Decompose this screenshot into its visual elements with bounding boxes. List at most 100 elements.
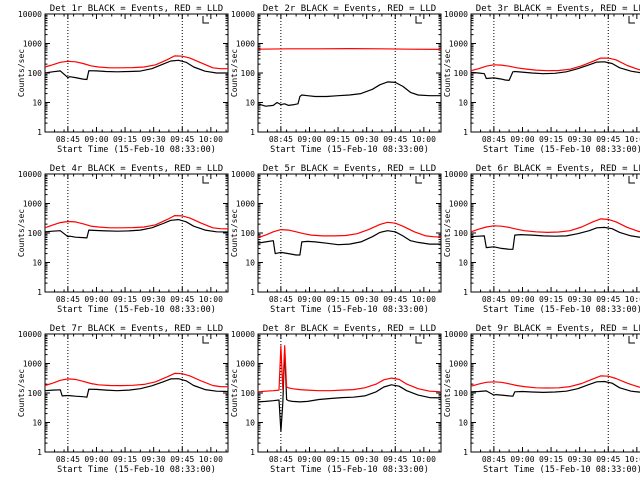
x-axis-label: Start Time (15-Feb-10 08:33:00) <box>483 465 640 475</box>
y-axis-label: Counts/sec <box>443 209 452 257</box>
y-tick-label: 10000 <box>231 330 255 339</box>
y-axis-label: Counts/sec <box>17 49 26 97</box>
x-tick-label: 09:15 <box>326 455 350 464</box>
series-lld-line <box>44 372 229 388</box>
corner-marker <box>202 336 209 344</box>
series-events-line <box>470 226 640 250</box>
x-tick-label: 09:45 <box>383 135 407 144</box>
y-tick-label: 1 <box>37 288 42 297</box>
panel-det-5r: Det 5r BLACK = Events, RED = LLD 1 10 100 10… <box>230 164 442 315</box>
y-tick-label: 10000 <box>18 330 42 339</box>
x-axis-label: Start Time (15-Feb-10 08:33:00) <box>270 305 429 315</box>
x-tick-label: 09:00 <box>510 135 534 144</box>
x-tick-label: 10:00 <box>625 455 640 464</box>
plot-frame <box>470 173 640 293</box>
corner-marker <box>628 336 635 344</box>
y-tick-label: 100 <box>241 229 256 238</box>
x-tick-label: 09:15 <box>113 135 137 144</box>
x-tick-label: 08:45 <box>56 135 80 144</box>
y-tick-label: 10 <box>32 99 42 108</box>
series-events-line <box>44 219 229 239</box>
series-lld-line <box>470 57 640 72</box>
series-lld-line <box>44 55 228 70</box>
corner-marker <box>415 336 422 344</box>
plot-frame <box>44 333 229 453</box>
x-tick-label: 09:00 <box>84 455 108 464</box>
x-tick-label: 09:00 <box>297 135 321 144</box>
y-tick-label: 1 <box>250 448 255 457</box>
x-tick-label: 08:45 <box>56 455 80 464</box>
corner-marker <box>415 176 422 184</box>
x-tick-label: 08:45 <box>482 455 506 464</box>
panel-det-4r: Det 4r BLACK = Events, RED = LLD 1 10 100 10… <box>17 164 229 315</box>
x-tick-label: 10:00 <box>412 455 436 464</box>
panel-title: Det 7r BLACK = Events, RED = LLD <box>50 324 223 334</box>
panel-title: Det 2r BLACK = Events, RED = LLD <box>263 4 436 14</box>
x-tick-label: 08:45 <box>269 135 293 144</box>
x-tick-label: 09:30 <box>568 135 592 144</box>
x-tick-label: 09:45 <box>170 455 194 464</box>
x-axis-label: Start Time (15-Feb-10 08:33:00) <box>483 305 640 315</box>
x-tick-label: 09:15 <box>539 135 563 144</box>
x-tick-label: 08:45 <box>482 135 506 144</box>
corner-marker <box>202 176 209 184</box>
panel-title: Det 1r BLACK = Events, RED = LLD <box>50 4 223 14</box>
y-axis-label: Counts/sec <box>443 369 452 417</box>
panel-det-8r: Det 8r BLACK = Events, RED = LLD 1 10 100 10… <box>230 324 442 475</box>
panel-det-9r: Det 9r BLACK = Events, RED = LLD 1 10 100 10… <box>443 324 640 475</box>
y-tick-label: 10 <box>245 419 255 428</box>
y-tick-label: 10000 <box>18 170 42 179</box>
x-tick-label: 09:45 <box>596 295 620 304</box>
x-tick-label: 09:45 <box>170 295 194 304</box>
series-events-line <box>470 380 640 397</box>
panel-title: Det 5r BLACK = Events, RED = LLD <box>263 164 436 174</box>
x-tick-label: 09:15 <box>113 455 137 464</box>
y-axis-label: Counts/sec <box>17 369 26 417</box>
x-tick-label: 09:30 <box>142 295 166 304</box>
x-tick-label: 09:00 <box>510 295 534 304</box>
x-axis-label: Start Time (15-Feb-10 08:33:00) <box>57 145 216 155</box>
y-tick-label: 10 <box>458 419 468 428</box>
y-axis-label: Counts/sec <box>230 209 239 257</box>
y-tick-label: 100 <box>241 69 256 78</box>
y-tick-label: 100 <box>28 229 43 238</box>
y-tick-label: 1000 <box>449 40 468 49</box>
panel-det-3r: Det 3r BLACK = Events, RED = LLD 1 10 100 10… <box>443 4 640 155</box>
y-axis-label: Counts/sec <box>443 49 452 97</box>
y-tick-label: 1 <box>250 288 255 297</box>
series-lld-line <box>44 215 229 230</box>
plot-frame <box>470 333 640 453</box>
x-tick-label: 09:30 <box>355 455 379 464</box>
y-tick-label: 100 <box>454 229 469 238</box>
y-tick-label: 10000 <box>444 10 468 19</box>
y-tick-label: 1 <box>463 288 468 297</box>
series-events-line <box>44 59 228 81</box>
x-tick-label: 09:45 <box>596 455 620 464</box>
y-tick-label: 1000 <box>236 200 255 209</box>
y-tick-label: 10 <box>458 259 468 268</box>
y-tick-label: 10000 <box>231 10 255 19</box>
x-tick-label: 09:15 <box>539 455 563 464</box>
series-events-line <box>257 348 442 432</box>
y-tick-label: 1000 <box>449 200 468 209</box>
x-tick-label: 08:45 <box>269 455 293 464</box>
x-tick-label: 10:00 <box>199 135 223 144</box>
x-tick-label: 08:45 <box>482 295 506 304</box>
x-tick-label: 09:00 <box>84 135 108 144</box>
y-tick-label: 1000 <box>236 360 255 369</box>
panel-title: Det 6r BLACK = Events, RED = LLD <box>476 164 640 174</box>
y-tick-label: 1 <box>250 128 255 137</box>
x-tick-label: 09:45 <box>170 135 194 144</box>
series-lld-line <box>257 47 442 50</box>
x-tick-label: 09:45 <box>383 455 407 464</box>
x-tick-label: 09:45 <box>596 135 620 144</box>
y-tick-label: 1 <box>37 128 42 137</box>
y-tick-label: 10 <box>245 259 255 268</box>
corner-marker <box>415 16 422 24</box>
x-tick-label: 09:30 <box>568 455 592 464</box>
x-tick-label: 10:00 <box>199 455 223 464</box>
y-axis-label: Counts/sec <box>17 209 26 257</box>
y-tick-label: 1000 <box>23 40 42 49</box>
x-tick-label: 09:30 <box>142 135 166 144</box>
